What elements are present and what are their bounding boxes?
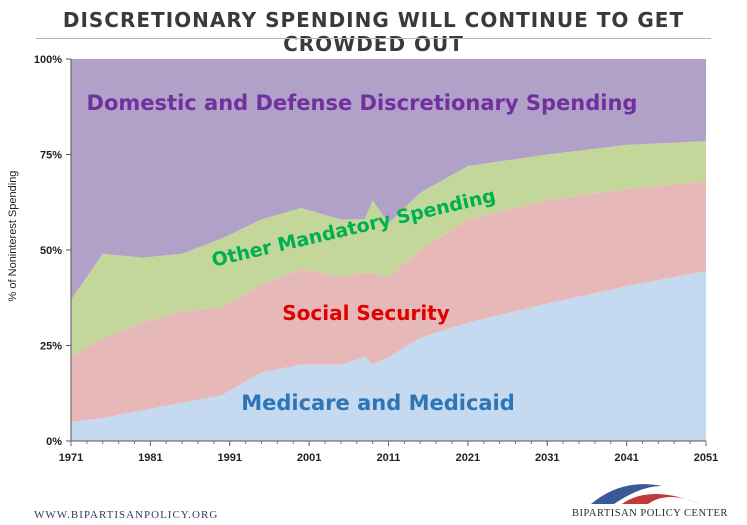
axes-layer: 0% 25% 50% 75% 100% 1971 1981 1991 2001 2011 2021 2… — [34, 54, 718, 464]
x-tick-label: 1971 — [59, 452, 83, 464]
area-label-discretionary: Domestic and Defense Discretionary Spend… — [87, 91, 638, 115]
y-tick-label: 25% — [40, 341, 62, 353]
area-label-social-security: Social Security — [282, 301, 450, 325]
area-discretionary — [71, 59, 706, 300]
title-divider — [36, 38, 711, 39]
x-tick-label: 2011 — [377, 452, 401, 464]
x-tick-label: 2051 — [694, 452, 718, 464]
organization-name: BIPARTISAN POLICY CENTER — [572, 508, 728, 519]
logo-blue-arc — [591, 484, 662, 504]
x-tick-label: 2021 — [456, 452, 480, 464]
logo-red-arc — [622, 494, 700, 504]
x-tick-label: 2001 — [297, 452, 321, 464]
y-tick-label: 100% — [34, 54, 62, 66]
y-tick-label: 50% — [40, 245, 62, 257]
chart-title: DISCRETIONARY SPENDING WILL CONTINUE TO … — [62, 8, 685, 56]
x-tick-label: 2041 — [614, 452, 638, 464]
area-other-mandatory — [71, 141, 706, 357]
y-tick-label: 75% — [40, 150, 62, 162]
area-label-medicare: Medicare and Medicaid — [241, 391, 515, 415]
website-url[interactable]: WWW.BIPARTISANPOLICY.ORG — [34, 509, 219, 521]
x-tick-label: 1991 — [218, 452, 242, 464]
x-tick-label: 2031 — [535, 452, 559, 464]
area-layer — [71, 59, 706, 441]
area-social-security — [71, 181, 706, 422]
bpc-logo — [591, 484, 700, 504]
y-tick-label: 0% — [46, 436, 62, 448]
area-medicare — [71, 271, 706, 441]
x-tick-label: 1981 — [138, 452, 162, 464]
